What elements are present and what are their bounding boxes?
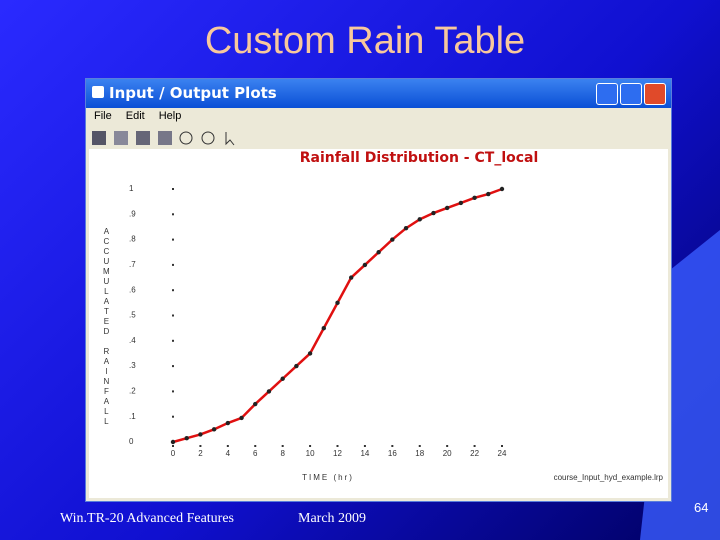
tool-icon[interactable] [158, 131, 172, 145]
y-tick-label: .4 [129, 336, 136, 345]
data-point [184, 436, 189, 441]
menu-item[interactable]: Help [158, 110, 182, 122]
x-tick-label: 10 [306, 449, 315, 458]
data-point [280, 376, 285, 381]
tool-icon[interactable] [92, 131, 106, 145]
x-tick-label: 24 [498, 449, 507, 458]
x-axis-label: TIME (hr) [302, 473, 354, 482]
data-point [321, 325, 326, 331]
data-point [266, 389, 272, 394]
y-tick-label: .1 [129, 412, 136, 421]
y-tick-label: .6 [129, 285, 136, 294]
data-point [417, 217, 422, 222]
tool-icon[interactable] [136, 131, 150, 145]
menu-bar: File Edit Help [94, 110, 195, 122]
y-tick-label: .9 [129, 209, 136, 218]
data-point [225, 420, 231, 426]
menu-item[interactable]: Edit [125, 110, 145, 122]
window-title: Input / Output Plots [109, 84, 277, 102]
data-point [403, 226, 409, 231]
data-point [486, 191, 491, 197]
data-point [444, 205, 450, 211]
tool-icon[interactable] [179, 131, 193, 145]
y-tick-label: 0 [129, 437, 134, 446]
data-point [307, 351, 313, 356]
footer-date: March 2009 [298, 511, 367, 526]
data-point [253, 401, 258, 407]
x-tick-label: 18 [415, 449, 424, 458]
menu-item[interactable]: File [94, 110, 112, 122]
toolbar [92, 131, 235, 146]
slide-title: Custom Rain Table [204, 20, 526, 62]
maximize-button[interactable] [620, 83, 642, 105]
x-tick-label: 4 [226, 449, 231, 458]
data-point [362, 262, 368, 268]
series-line [172, 187, 503, 444]
x-tick-label: 12 [333, 449, 342, 458]
footer-text: Win.TR-20 Advanced Features [60, 511, 235, 526]
x-tick-label: 20 [443, 449, 452, 458]
tool-icon[interactable] [201, 131, 215, 145]
x-tick-label: 6 [253, 449, 258, 458]
page-number: 64 [694, 500, 709, 515]
title-bar: Input / Output Plots [86, 79, 671, 108]
y-tick-label: .8 [129, 235, 136, 244]
data-point [335, 300, 340, 306]
x-tick-label: 2 [198, 449, 203, 458]
y-axis-label: ACCUMULATED RAINFALL [102, 227, 111, 427]
data-point [431, 210, 436, 216]
data-point [376, 250, 381, 255]
y-tick-label: .3 [129, 361, 136, 370]
data-point [239, 415, 244, 421]
x-tick-label: 0 [171, 449, 176, 458]
data-point [294, 363, 299, 369]
data-point [198, 432, 203, 437]
close-button[interactable] [644, 83, 666, 105]
x-tick-label: 16 [388, 449, 397, 458]
data-point [458, 200, 464, 206]
data-point [499, 186, 505, 192]
chart: Rainfall Distribution - CT_local ACCUMUL… [89, 149, 668, 498]
x-tick-label: 8 [280, 449, 285, 458]
y-tick-label: 1 [129, 184, 134, 193]
y-tick-label: .7 [129, 260, 136, 269]
tool-icon[interactable] [114, 131, 128, 145]
tool-icon[interactable] [225, 132, 235, 146]
data-point [472, 195, 477, 201]
minimize-button[interactable] [596, 83, 618, 105]
y-tick-label: .5 [129, 311, 136, 320]
data-point [170, 439, 176, 445]
x-tick-label: 14 [360, 449, 369, 458]
x-tick-label: 22 [470, 449, 479, 458]
data-point [390, 237, 395, 242]
window: Input / Output Plots File Edit Help Rainfa… [85, 78, 672, 502]
annotation: course_Input_hyd_example.lrp [554, 473, 664, 482]
data-point [349, 275, 354, 280]
chart-title: Rainfall Distribution - CT_local [300, 150, 539, 166]
y-tick-label: .2 [129, 387, 136, 396]
data-point [211, 427, 217, 432]
